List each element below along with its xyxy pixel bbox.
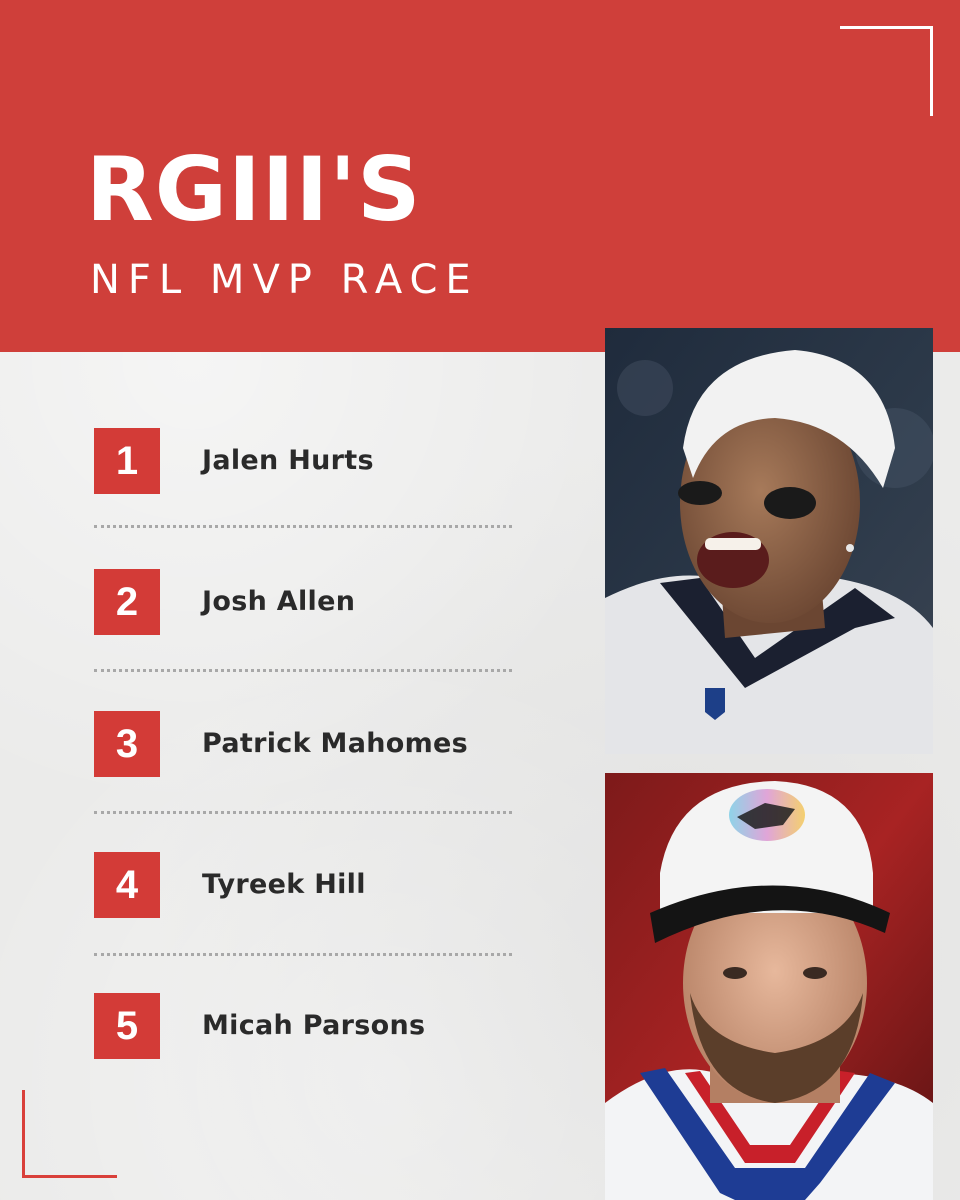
player-name: Jalen Hurts [202, 445, 374, 476]
list-item: 5 Micah Parsons [94, 993, 534, 1059]
list-item: 1 Jalen Hurts [94, 428, 534, 494]
player-name: Josh Allen [202, 586, 356, 617]
player-name: Patrick Mahomes [202, 728, 468, 759]
player-name: Micah Parsons [202, 1010, 426, 1041]
dotted-divider [94, 811, 512, 814]
dotted-divider [94, 525, 512, 528]
rank-badge: 3 [94, 711, 160, 777]
corner-bracket-bottom-left [22, 1090, 117, 1178]
player-photo-bottom [605, 773, 933, 1200]
list-item: 4 Tyreek Hill [94, 852, 534, 918]
rank-badge: 2 [94, 569, 160, 635]
player-name: Tyreek Hill [202, 869, 366, 900]
rank-badge: 1 [94, 428, 160, 494]
page-title: RGIII'S [86, 138, 422, 241]
header-banner [0, 0, 960, 352]
rank-badge: 5 [94, 993, 160, 1059]
player-photo-top [605, 328, 933, 754]
corner-bracket-top-right [840, 26, 933, 116]
list-item: 3 Patrick Mahomes [94, 711, 534, 777]
page-subtitle: NFL MVP RACE [90, 257, 479, 303]
list-item: 2 Josh Allen [94, 569, 534, 635]
dotted-divider [94, 669, 512, 672]
rank-badge: 4 [94, 852, 160, 918]
dotted-divider [94, 953, 512, 956]
